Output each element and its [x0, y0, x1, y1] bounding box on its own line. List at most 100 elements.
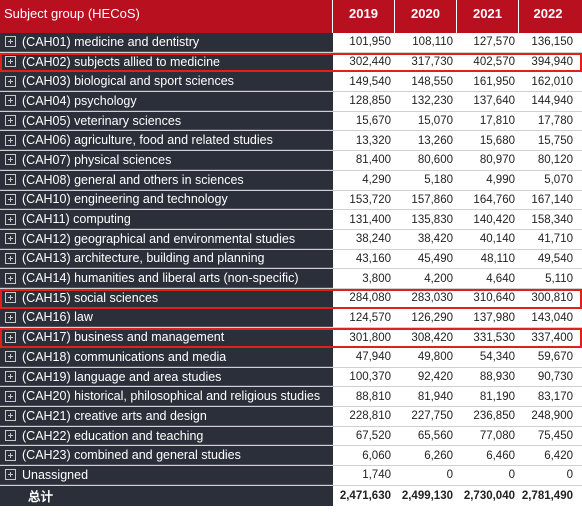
value-cell: 17,810 — [479, 115, 515, 128]
table-row[interactable]: (CAH17) business and management 301,800 30… — [0, 328, 582, 348]
expand-plus-icon[interactable] — [5, 430, 16, 442]
expand-plus-icon[interactable] — [5, 213, 16, 225]
table-row[interactable]: (CAH16) law 124,570 126,290 137,980 143,040 — [0, 308, 582, 329]
value-cell: 4,200 — [424, 272, 453, 285]
row-label-cell: (CAH19) language and area studies — [0, 367, 333, 387]
expand-plus-icon[interactable] — [5, 371, 16, 383]
value-cell: 88,810 — [355, 390, 391, 403]
expand-plus-icon[interactable] — [5, 252, 16, 264]
expand-plus-icon[interactable] — [5, 449, 16, 461]
expand-plus-icon[interactable] — [5, 134, 16, 146]
expand-plus-icon[interactable] — [5, 75, 16, 87]
expand-plus-icon[interactable] — [5, 193, 16, 205]
expand-plus-icon[interactable] — [5, 174, 16, 186]
row-label-cell: (CAH21) creative arts and design — [0, 407, 333, 426]
value-cell: 136,150 — [531, 36, 573, 49]
value-cell: 158,340 — [531, 213, 573, 226]
table-row[interactable]: (CAH05) veterinary sciences 15,670 15,070 1… — [0, 111, 582, 132]
table-row[interactable]: (CAH02) subjects allied to medicine 302,4… — [0, 52, 582, 73]
table-row[interactable]: (CAH03) biological and sport sciences 149… — [0, 72, 582, 93]
row-label-cell: (CAH12) geographical and environmental s… — [0, 229, 333, 249]
table-row[interactable]: (CAH14) humanities and liberal arts (non… — [0, 269, 582, 289]
row-label-cell: (CAH04) psychology — [0, 92, 333, 111]
subject-group-header[interactable]: Subject group (HECoS) — [0, 0, 333, 33]
value-cell: 137,640 — [473, 95, 515, 108]
table-row[interactable]: (CAH21) creative arts and design 228,810 2… — [0, 407, 582, 427]
row-label-cell: (CAH05) veterinary sciences — [0, 111, 333, 131]
subject-label: (CAH11) computing — [22, 212, 131, 227]
table-row[interactable]: (CAH15) social sciences 284,080 283,030 310… — [0, 288, 582, 309]
table-row[interactable]: Unassigned 1,740 0 0 0 — [0, 466, 582, 486]
subject-label: Unassigned — [22, 467, 89, 482]
expand-plus-icon[interactable] — [5, 410, 16, 422]
value-cell: 394,940 — [531, 56, 573, 69]
table-row[interactable]: (CAH12) geographical and environmental s… — [0, 229, 582, 250]
value-cell: 5,110 — [545, 272, 573, 285]
total-label: 总计 — [0, 485, 333, 506]
expand-plus-icon[interactable] — [5, 311, 16, 323]
value-cell: 3,800 — [362, 272, 391, 285]
value-cell: 83,170 — [537, 390, 573, 403]
subject-label: (CAH05) veterinary sciences — [22, 113, 182, 128]
row-label-cell: (CAH03) biological and sport sciences — [0, 72, 333, 92]
year-header[interactable]: 2020 — [395, 0, 457, 33]
value-cell: 6,460 — [486, 449, 515, 462]
subject-label: (CAH22) education and teaching — [22, 428, 204, 443]
expand-plus-icon[interactable] — [5, 469, 16, 481]
expand-plus-icon[interactable] — [5, 115, 16, 127]
expand-plus-icon[interactable] — [5, 56, 16, 68]
expand-plus-icon[interactable] — [5, 36, 16, 48]
value-cell: 65,560 — [417, 430, 453, 443]
row-label-cell: (CAH16) law — [0, 308, 333, 328]
subject-label: (CAH07) physical sciences — [22, 152, 172, 167]
table-row[interactable]: (CAH20) historical, philosophical and re… — [0, 387, 582, 408]
total-row: 总计 2,471,630 2,499,130 2,730,040 2,781,4… — [0, 485, 582, 506]
expand-plus-icon[interactable] — [5, 390, 16, 402]
value-cell: 100,370 — [349, 371, 391, 384]
row-label-cell: (CAH02) subjects allied to medicine — [0, 52, 333, 72]
table-row[interactable]: (CAH18) communications and media 47,940 49… — [0, 348, 582, 368]
table-row[interactable]: (CAH11) computing 131,400 135,830 140,420 15… — [0, 210, 582, 230]
value-cell: 0 — [566, 469, 573, 482]
table-row[interactable]: (CAH22) education and teaching 67,520 65,5… — [0, 426, 582, 447]
value-cell: 149,540 — [349, 75, 391, 88]
table-row[interactable]: (CAH01) medicine and dentistry 101,950 108… — [0, 33, 582, 53]
table-row[interactable]: (CAH06) agriculture, food and related st… — [0, 131, 582, 152]
year-header[interactable]: 2022 — [533, 6, 563, 21]
table-row[interactable]: (CAH19) language and area studies 100,370… — [0, 367, 582, 388]
row-label-cell: (CAH14) humanities and liberal arts (non… — [0, 269, 333, 288]
value-cell: 38,240 — [355, 233, 391, 246]
subject-label: (CAH12) geographical and environmental s… — [22, 231, 296, 246]
value-cell: 15,070 — [417, 115, 453, 128]
expand-plus-icon[interactable] — [5, 233, 16, 245]
table-row[interactable]: (CAH13) architecture, building and plann… — [0, 249, 582, 270]
value-cell: 15,750 — [537, 134, 573, 147]
expand-plus-icon[interactable] — [5, 331, 16, 343]
expand-plus-icon[interactable] — [5, 154, 16, 166]
table-row[interactable]: (CAH23) combined and general studies 6,06… — [0, 446, 582, 467]
table-row[interactable]: (CAH10) engineering and technology 153,72… — [0, 190, 582, 211]
value-cell: 81,400 — [355, 154, 391, 167]
table-header: Subject group (HECoS) 2019 2020 2021 202… — [0, 0, 582, 33]
year-header[interactable]: 2019 — [333, 0, 395, 33]
row-label-cell: (CAH20) historical, philosophical and re… — [0, 387, 333, 407]
value-cell: 131,400 — [349, 213, 391, 226]
total-value: 2,730,040 — [463, 489, 515, 502]
row-label-cell: (CAH18) communications and media — [0, 348, 333, 367]
value-cell: 108,110 — [412, 36, 453, 49]
expand-plus-icon[interactable] — [5, 272, 16, 284]
table-row[interactable]: (CAH04) psychology 128,850 132,230 137,640 1… — [0, 92, 582, 112]
table-row[interactable]: (CAH07) physical sciences 81,400 80,600 80,… — [0, 151, 582, 171]
table-row[interactable]: (CAH08) general and others in sciences 4,… — [0, 170, 582, 191]
value-cell: 300,810 — [531, 292, 573, 305]
value-cell: 157,860 — [411, 193, 453, 206]
value-cell: 81,190 — [479, 390, 515, 403]
subject-label: (CAH15) social sciences — [22, 290, 159, 305]
expand-plus-icon[interactable] — [5, 351, 16, 363]
value-cell: 137,980 — [473, 311, 515, 324]
year-header[interactable]: 2021 — [457, 0, 519, 33]
expand-plus-icon[interactable] — [5, 292, 16, 304]
value-cell: 140,420 — [473, 213, 515, 226]
value-cell: 5,070 — [544, 174, 573, 187]
expand-plus-icon[interactable] — [5, 95, 16, 107]
